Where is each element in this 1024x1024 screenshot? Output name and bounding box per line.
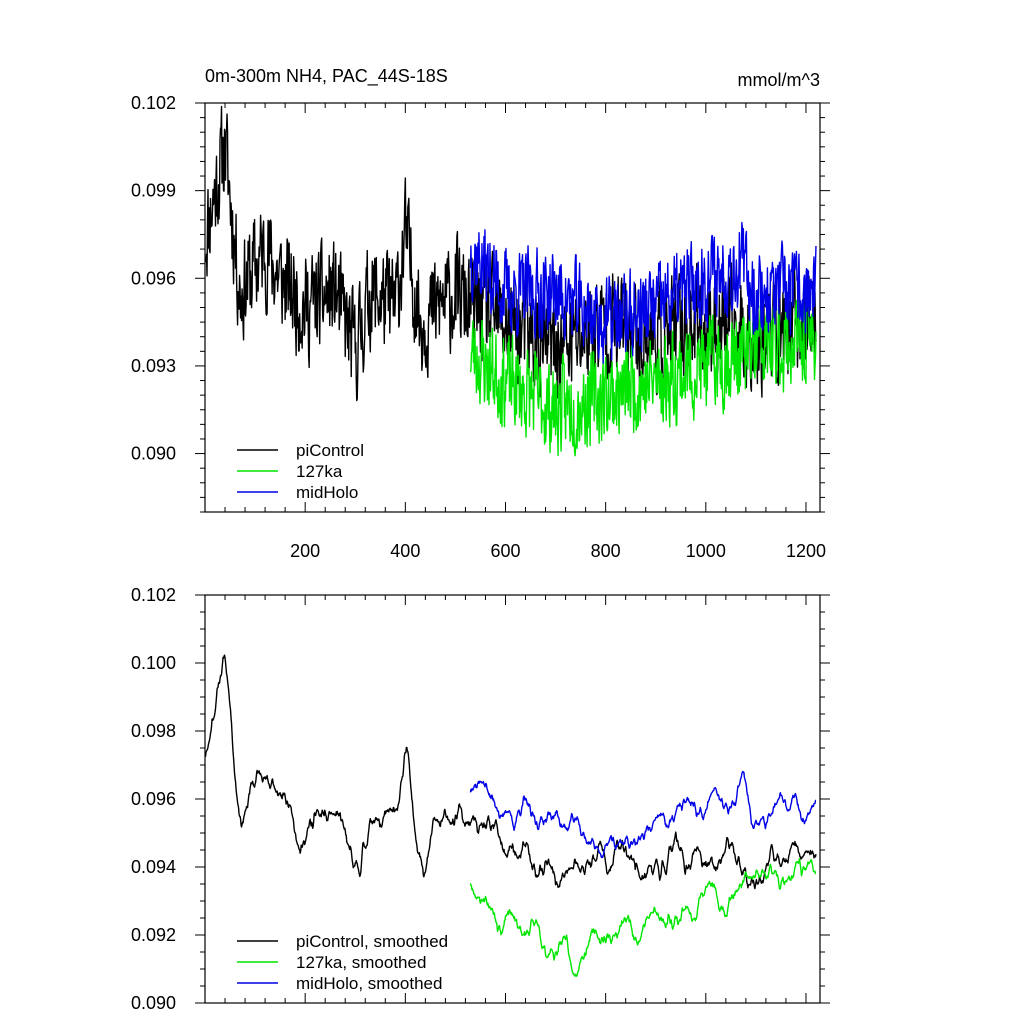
top-panel: 200 400 600 800 1000 1200 0.090 0.093 0.096 0.099… bbox=[131, 93, 830, 561]
series-line-midholo-smoothed bbox=[469, 770, 817, 859]
legend-label-127ka-smoothed: 127ka, smoothed bbox=[296, 953, 426, 972]
bottom-panel: 0.090 0.092 0.094 0.096 0.098 0.100 0.102 piCo… bbox=[131, 585, 830, 1013]
y-tick-label: 0.102 bbox=[131, 93, 176, 113]
x-tick-label: 400 bbox=[390, 541, 420, 561]
bottom-legend: piControl, smoothed 127ka, smoothed midH… bbox=[237, 932, 448, 993]
y-tick-label: 0.099 bbox=[131, 181, 176, 201]
x-tick-label: 800 bbox=[591, 541, 621, 561]
plot-area bbox=[205, 654, 817, 978]
y-tick-label: 0.094 bbox=[131, 857, 176, 877]
y-tick-label: 0.093 bbox=[131, 356, 176, 376]
x-tick-label: 1200 bbox=[786, 541, 826, 561]
y-tick-label: 0.092 bbox=[131, 925, 176, 945]
plot-area bbox=[205, 105, 817, 457]
y-tick-label: 0.100 bbox=[131, 653, 176, 673]
series-line-midholo bbox=[469, 221, 817, 364]
y-tick-label: 0.090 bbox=[131, 444, 176, 464]
top-axes: 200 400 600 800 1000 1200 0.090 0.093 0.096 0.099… bbox=[131, 93, 830, 561]
series-line-127ka-smoothed bbox=[469, 858, 817, 978]
legend-label-midholo: midHolo bbox=[296, 483, 358, 502]
x-tick-label: 1000 bbox=[686, 541, 726, 561]
bottom-series-group bbox=[205, 654, 817, 978]
y-tick-label: 0.096 bbox=[131, 789, 176, 809]
top-legend: piControl 127ka midHolo bbox=[237, 441, 364, 502]
bottom-axes: 0.090 0.092 0.094 0.096 0.098 0.100 0.102 bbox=[131, 585, 830, 1013]
y-tick-label: 0.096 bbox=[131, 268, 176, 288]
figure-title: 0m-300m NH4, PAC_44S-18S bbox=[205, 66, 448, 87]
y-tick-label: 0.090 bbox=[131, 993, 176, 1013]
top-series-group bbox=[205, 105, 817, 457]
legend-label-picontrol-smoothed: piControl, smoothed bbox=[296, 932, 448, 951]
x-tick-label: 200 bbox=[290, 541, 320, 561]
legend-label-midholo-smoothed: midHolo, smoothed bbox=[296, 974, 442, 993]
series-line-127ka bbox=[469, 284, 817, 457]
figure-units: mmol/m^3 bbox=[738, 70, 820, 90]
y-tick-label: 0.102 bbox=[131, 585, 176, 605]
legend-label-picontrol: piControl bbox=[296, 441, 364, 460]
y-tick-label: 0.098 bbox=[131, 721, 176, 741]
x-tick-label: 600 bbox=[490, 541, 520, 561]
legend-label-127ka: 127ka bbox=[296, 462, 343, 481]
series-line-picontrol-smoothed bbox=[205, 654, 817, 890]
